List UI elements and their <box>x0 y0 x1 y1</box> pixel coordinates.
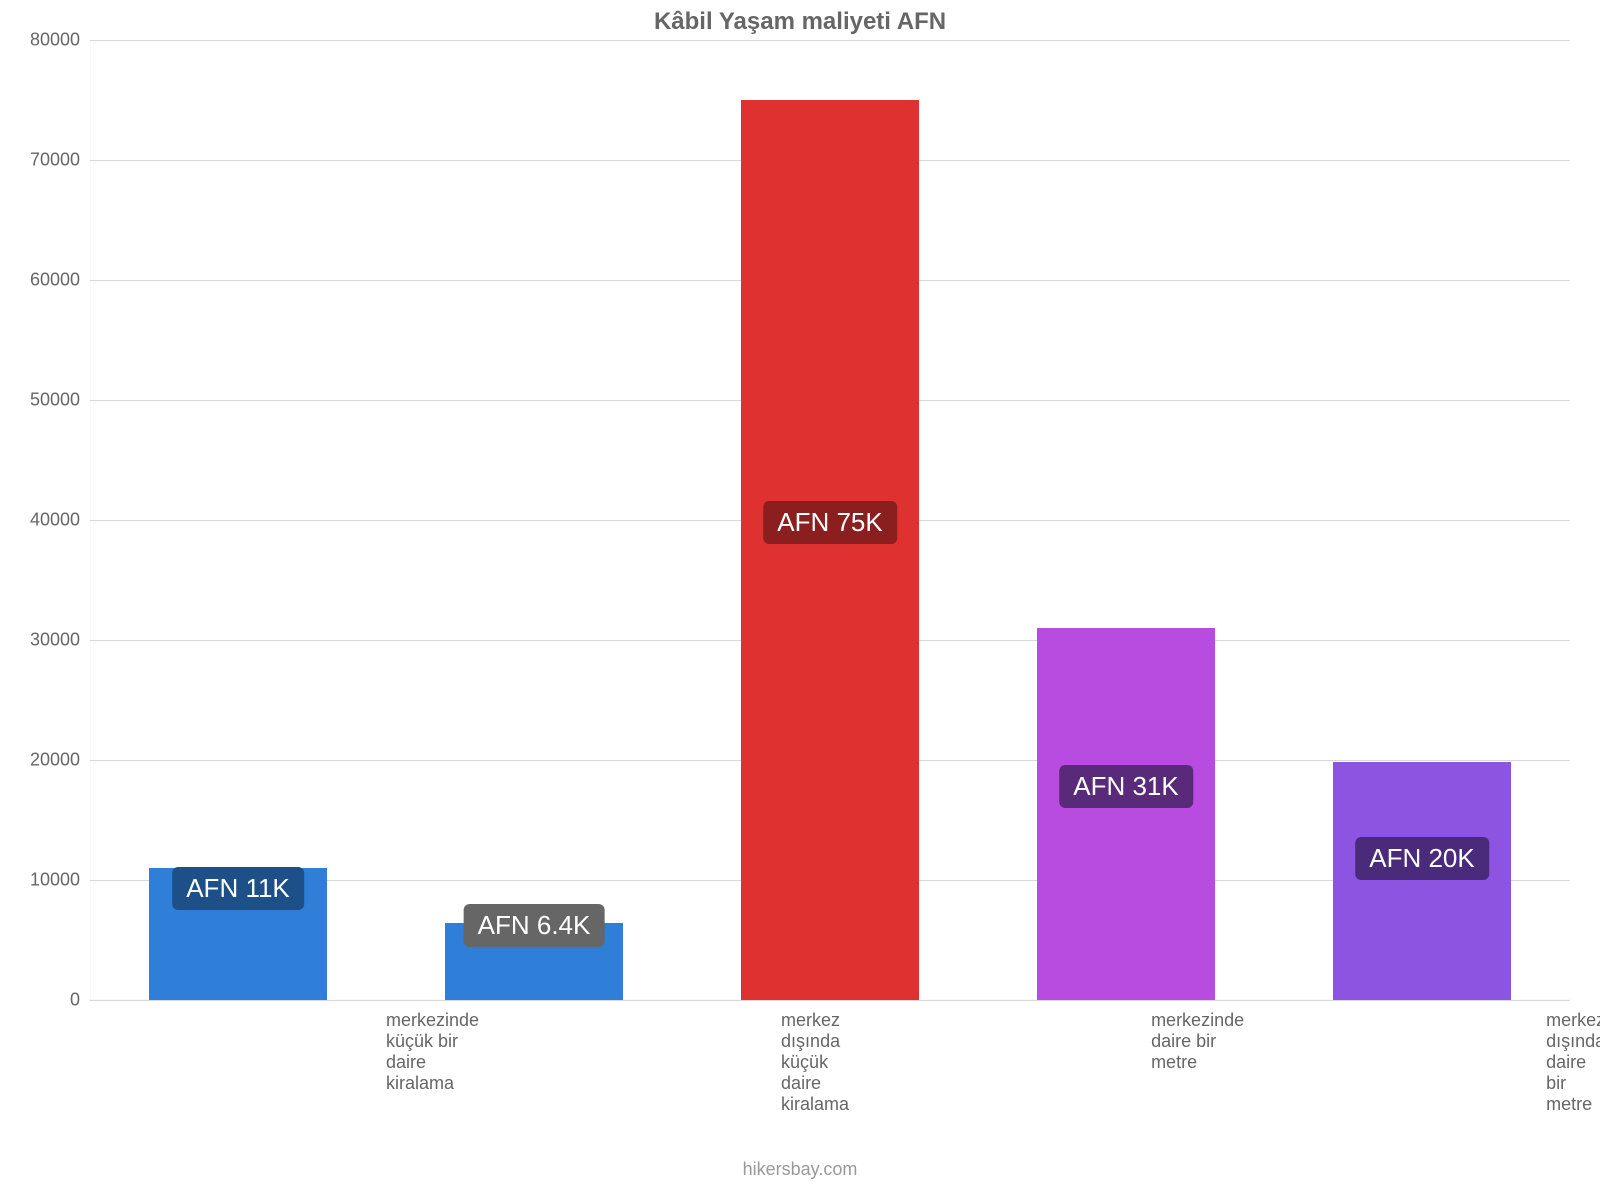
y-tick-label: 80000 <box>30 30 90 51</box>
bars-track: AFN 11K AFN 6.4K AFN 75K AFN 31K AFN 20K <box>90 40 1570 1000</box>
x-tick-label: merkezinde daire bir metre <box>855 1000 1250 1115</box>
y-tick-label: 60000 <box>30 270 90 291</box>
bar: AFN 31K <box>1037 628 1215 1000</box>
y-tick-label: 40000 <box>30 510 90 531</box>
bar-value-badge: AFN 11K <box>172 867 304 910</box>
bar-slot: AFN 20K <box>1274 40 1570 1000</box>
x-axis-labels: merkezinde küçük bir daire kiralamamerke… <box>90 1000 1570 1115</box>
y-tick-label: 50000 <box>30 390 90 411</box>
y-tick-label: 70000 <box>30 150 90 171</box>
chart-container: Kâbil Yaşam maliyeti AFN 010000200003000… <box>0 0 1600 1200</box>
credit-text: hikersbay.com <box>0 1159 1600 1180</box>
y-tick-label: 10000 <box>30 870 90 891</box>
x-tick-label: merkez dışında küçük daire kiralama <box>485 1000 855 1115</box>
x-tick-label: merkezinde küçük bir daire kiralama <box>90 1000 485 1115</box>
bar: AFN 11K <box>149 868 327 1000</box>
bar-value-badge: AFN 31K <box>1059 765 1193 808</box>
bar-slot: AFN 6.4K <box>386 40 682 1000</box>
bar-value-badge: AFN 75K <box>763 501 897 544</box>
bar-slot: AFN 11K <box>90 40 386 1000</box>
y-tick-label: 20000 <box>30 750 90 771</box>
bar-value-badge: AFN 6.4K <box>464 904 605 947</box>
bar: AFN 20K <box>1333 762 1511 1000</box>
plot-area: 0100002000030000400005000060000700008000… <box>90 40 1570 1000</box>
bar-slot: AFN 75K <box>682 40 978 1000</box>
bar: AFN 6.4K <box>445 923 623 1000</box>
bar-slot: AFN 31K <box>978 40 1274 1000</box>
bar: AFN 75K <box>741 100 919 1000</box>
x-tick-label: merkez dışında daire bir metre <box>1250 1000 1600 1115</box>
bar-value-badge: AFN 20K <box>1355 837 1489 880</box>
y-tick-label: 30000 <box>30 630 90 651</box>
y-tick-label: 0 <box>70 990 90 1011</box>
chart-title: Kâbil Yaşam maliyeti AFN <box>0 8 1600 36</box>
